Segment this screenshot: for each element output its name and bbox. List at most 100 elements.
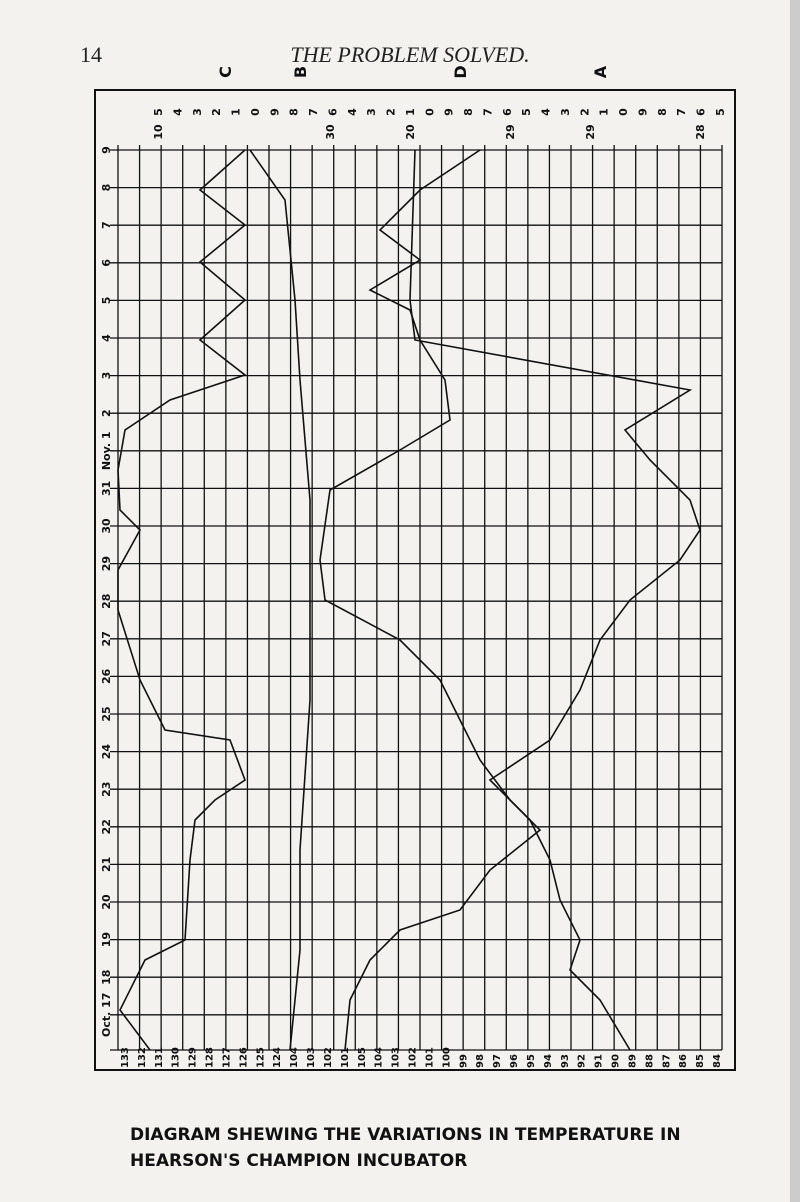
top-scale-digit: 3 (365, 108, 378, 116)
top-scale-digit: 2 (210, 108, 223, 116)
day-label: Oct. 17 (100, 993, 113, 1037)
top-scale-digit: 7 (481, 108, 494, 116)
top-scale-tens: 29 (504, 124, 517, 139)
day-label: 31 (100, 481, 113, 496)
bottom-scale-label: 125 (255, 1047, 266, 1068)
top-scale-digit: 3 (191, 108, 204, 116)
day-label: 5 (100, 297, 113, 305)
day-label: 4 (100, 334, 113, 342)
top-scale-digit: 8 (462, 108, 475, 116)
day-label: 25 (100, 706, 113, 721)
top-scale-tens: 20 (404, 124, 417, 140)
bottom-scale-label: 104 (289, 1047, 300, 1068)
bottom-scale-label: 103 (306, 1047, 317, 1068)
top-scale-digit: 9 (268, 108, 281, 116)
bottom-scale-label: 131 (154, 1047, 165, 1068)
day-label: 27 (100, 631, 113, 646)
top-scale-tens: 28 (694, 124, 707, 139)
bottom-scale-label: 102 (323, 1047, 334, 1068)
bottom-scale-label: 91 (594, 1054, 605, 1068)
day-label: 29 (100, 556, 113, 571)
page-title: THE PROBLEM SOLVED. (290, 42, 529, 67)
curve-b (249, 149, 311, 1051)
bottom-scale-label: 130 (171, 1047, 182, 1068)
top-scale-digit: 3 (559, 108, 572, 116)
caption-line-2: HEARSON'S CHAMPION INCUBATOR (130, 1151, 467, 1171)
bottom-scale-label: 89 (627, 1054, 638, 1068)
bottom-scale-label: 87 (661, 1054, 672, 1068)
top-scale-digit: 1 (598, 108, 611, 116)
bottom-scale-label: 101 (340, 1047, 351, 1068)
day-label: 2 (100, 409, 113, 417)
day-label: 8 (100, 184, 113, 192)
bottom-scale-label: 127 (221, 1047, 232, 1068)
top-scale-digit: 7 (307, 108, 320, 116)
bottom-scale-label: 100 (441, 1047, 452, 1068)
top-scale-digit: 1 (404, 108, 417, 116)
top-scale-tens: 10 (152, 124, 165, 140)
bottom-scale-label: 88 (644, 1054, 655, 1068)
top-scale-digit: 6 (326, 108, 339, 116)
top-scale-digit: 2 (578, 108, 591, 116)
caption-line-1: DIAGRAM SHEWING THE VARIATIONS IN TEMPER… (130, 1125, 681, 1145)
bottom-scale-label: 128 (205, 1047, 216, 1068)
day-label: 30 (100, 518, 113, 534)
curve-a (409, 149, 701, 1051)
day-label: 26 (100, 668, 113, 684)
bottom-scale-label: 94 (543, 1054, 554, 1068)
top-scale-digit: 2 (385, 108, 398, 116)
top-scale-digit: 7 (675, 108, 688, 116)
bottom-scale-label: 105 (357, 1047, 368, 1068)
bottom-scale-label: 132 (137, 1047, 148, 1068)
top-scale-digit: 6 (501, 108, 514, 116)
top-scale-tens: 30 (324, 124, 337, 140)
top-scale-tens: 29 (584, 124, 597, 139)
top-scale-digit: 5 (714, 108, 727, 116)
top-scale-digit: 0 (423, 108, 436, 116)
top-scale-digit: 5 (520, 108, 533, 116)
bottom-scale-label: 93 (560, 1054, 571, 1068)
day-label: 6 (100, 259, 113, 267)
curve-d (319, 149, 542, 1051)
day-label: 7 (100, 221, 113, 229)
bottom-scale-label: 90 (611, 1054, 622, 1068)
day-label: 21 (100, 857, 113, 872)
column-letter: A (591, 65, 610, 78)
bottom-scale-label: 96 (509, 1054, 520, 1068)
day-label: 9 (100, 146, 113, 154)
page-number: 14 (80, 42, 102, 67)
bottom-scale-label: 124 (272, 1047, 283, 1068)
day-label: 3 (100, 372, 113, 380)
top-scale-digit: 8 (288, 108, 301, 116)
bottom-scale-label: 102 (408, 1047, 419, 1068)
top-scale-digit: 1 (230, 108, 243, 116)
top-scale-digit: 4 (171, 108, 184, 116)
bottom-scale-label: 95 (526, 1054, 537, 1068)
bottom-scale-label: 85 (695, 1054, 706, 1068)
bottom-scale-label: 129 (188, 1047, 199, 1068)
top-scale-digit: 4 (346, 108, 359, 116)
bottom-scale-label: 103 (391, 1047, 402, 1068)
bottom-scale-label: 86 (678, 1054, 689, 1068)
top-scale-digit: 6 (695, 108, 708, 116)
column-letter: D (451, 65, 470, 78)
day-label: 24 (100, 744, 113, 760)
column-letter: C (216, 66, 235, 78)
bottom-scale-label: 99 (458, 1054, 469, 1068)
day-label: 23 (100, 782, 113, 797)
bottom-scale-label: 92 (577, 1054, 588, 1068)
bottom-scale-label: 84 (712, 1054, 723, 1068)
bottom-scale-label: 97 (492, 1054, 503, 1068)
page-edge (790, 0, 800, 1202)
top-scale-digit: 0 (617, 108, 630, 116)
day-label: Nov. 1 (100, 431, 113, 470)
top-scale-digit: 8 (656, 108, 669, 116)
top-scale-digit: 5 (152, 108, 165, 116)
top-scale-digit: 4 (540, 108, 553, 116)
day-label: 18 (100, 970, 113, 985)
day-label: 20 (100, 894, 113, 910)
bottom-scale-label: 98 (475, 1054, 486, 1068)
top-scale-digit: 0 (249, 108, 262, 116)
